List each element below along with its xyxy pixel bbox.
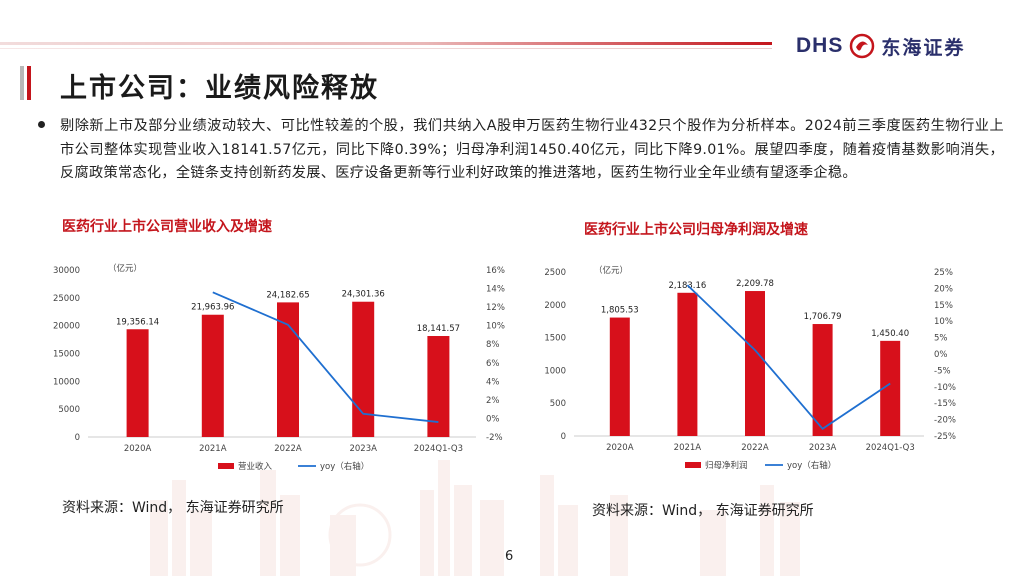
bar — [609, 317, 630, 436]
right-axis-tick: -5% — [934, 366, 951, 376]
left-axis-tick: 10000 — [53, 377, 80, 387]
legend-bar-swatch — [218, 463, 234, 469]
bar-value-label: 18,141.57 — [417, 324, 460, 334]
right-axis-tick: 25% — [934, 268, 953, 278]
legend-line-label: yoy（右轴） — [787, 460, 836, 471]
profit-chart: （亿元） 0 500 1000 1500 2000 2500 -25% -20% -15% -10%… — [544, 265, 956, 471]
left-chart-source: 资料来源：Wind， 东海证券研究所 — [62, 500, 284, 516]
bar — [277, 302, 299, 437]
left-chart-title: 医药行业上市公司营业收入及增速 — [62, 219, 272, 235]
bar — [677, 292, 698, 436]
yoy-line — [212, 291, 439, 423]
left-axis-tick: 15000 — [53, 350, 80, 360]
legend-line-label: yoy（右轴） — [320, 461, 369, 472]
header-rule-thin — [0, 48, 772, 49]
bar-value-label: 24,301.36 — [342, 290, 385, 300]
category-label: 2024Q1-Q3 — [414, 444, 463, 454]
right-axis-tick: -25% — [934, 432, 956, 442]
right-axis-tick: 0% — [934, 350, 948, 360]
right-axis-tick: 16% — [486, 266, 505, 276]
bar — [201, 314, 224, 437]
right-axis-tick: 20% — [934, 284, 953, 294]
left-axis-tick: 5000 — [58, 405, 80, 415]
page-title: 上市公司：业绩风险释放 — [60, 73, 379, 104]
left-axis-tick: 30000 — [53, 266, 80, 276]
logo-cn-text: 东海证券 — [881, 36, 966, 59]
right-axis-tick: 15% — [934, 301, 953, 311]
bar-value-label: 19,356.14 — [116, 317, 159, 327]
bar-value-label: 1,805.53 — [601, 306, 639, 316]
left-axis-tick: 0 — [561, 432, 566, 442]
category-label: 2020A — [606, 443, 634, 453]
right-axis-tick: -10% — [934, 383, 956, 393]
left-axis-tick: 0 — [75, 433, 80, 443]
bar — [880, 340, 901, 436]
category-label: 2022A — [741, 443, 769, 453]
left-axis-tick: 1500 — [544, 334, 566, 344]
legend-bar-label: 营业收入 — [238, 461, 273, 472]
title-accent-red — [27, 66, 31, 100]
right-axis-tick: -15% — [934, 399, 956, 409]
bar — [126, 329, 149, 437]
left-axis-tick: 500 — [550, 399, 566, 409]
right-axis-tick: 4% — [486, 377, 500, 387]
category-label: 2024Q1-Q3 — [866, 443, 915, 453]
left-axis-tick: 25000 — [53, 294, 80, 304]
logo-emblem-icon — [850, 33, 875, 59]
bar — [745, 291, 765, 436]
right-axis-tick: 10% — [934, 317, 953, 327]
category-label: 2023A — [349, 444, 377, 454]
unit-label: （亿元） — [594, 265, 628, 276]
revenue-chart: （亿元） 0 5000 10000 15000 20000 25000 30000 -2% 0% 2… — [53, 263, 505, 472]
legend-bar-swatch — [685, 462, 701, 468]
bar — [812, 324, 833, 436]
logo-text: DHS — [796, 34, 844, 57]
right-axis-tick: -2% — [486, 433, 503, 443]
right-axis-tick: 8% — [486, 340, 500, 350]
right-axis-tick: 0% — [486, 414, 500, 424]
yoy-line — [686, 284, 891, 430]
right-chart-source: 资料来源：Wind， 东海证券研究所 — [592, 503, 814, 519]
category-label: 2023A — [809, 443, 837, 453]
bar-value-label: 1,450.40 — [871, 329, 909, 339]
skyline-watermark — [150, 460, 800, 576]
header-rule — [0, 42, 772, 45]
bar-value-label: 1,706.79 — [804, 312, 842, 322]
page-number: 6 — [505, 549, 514, 564]
right-axis-tick: 10% — [486, 322, 505, 332]
legend-bar-label: 归母净利润 — [705, 460, 748, 471]
company-logo: DHS 东海证券 — [796, 28, 965, 64]
unit-label: （亿元） — [108, 263, 142, 274]
bar — [427, 336, 450, 437]
bullet-dot — [38, 121, 45, 128]
body-paragraph: 剔除新上市及部分业绩波动较大、可比性较差的个股，我们共纳入A股申万医药生物行业4… — [60, 118, 1004, 181]
left-axis-tick: 1000 — [544, 366, 566, 376]
left-axis-tick: 2000 — [544, 301, 566, 311]
right-axis-tick: 6% — [486, 359, 500, 369]
bar-value-label: 2,209.78 — [736, 279, 774, 289]
right-axis-tick: -20% — [934, 416, 956, 426]
bar-value-label: 21,963.96 — [191, 303, 234, 313]
left-axis-tick: 2500 — [544, 268, 566, 278]
category-label: 2021A — [199, 444, 227, 454]
right-axis-tick: 2% — [486, 396, 500, 406]
right-axis-tick: 5% — [934, 334, 948, 344]
category-label: 2021A — [674, 443, 702, 453]
right-axis-tick: 12% — [486, 303, 505, 313]
right-axis-tick: 14% — [486, 285, 505, 295]
title-accent-gray — [20, 66, 24, 100]
category-label: 2020A — [124, 444, 152, 454]
right-chart-title: 医药行业上市公司归母净利润及增速 — [584, 222, 808, 238]
left-axis-tick: 20000 — [53, 322, 80, 332]
bar-value-label: 24,182.65 — [266, 290, 309, 300]
category-label: 2022A — [274, 444, 302, 454]
bar — [352, 301, 375, 437]
